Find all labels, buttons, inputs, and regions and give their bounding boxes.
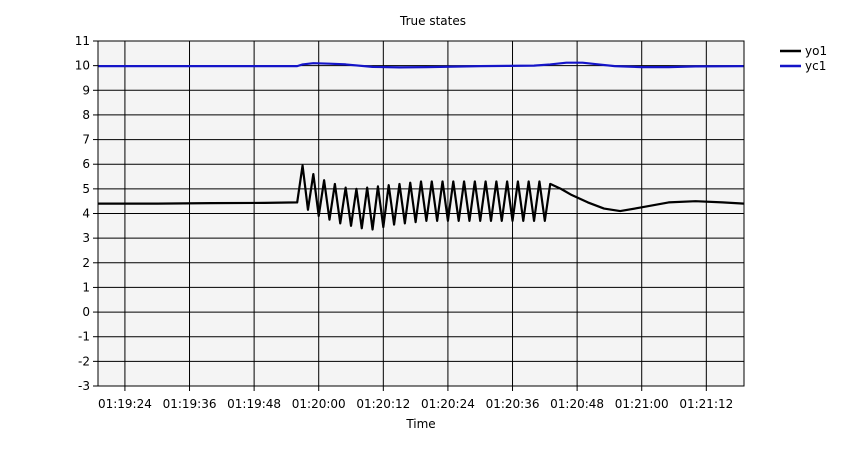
x-tick-label: 01:21:00 [615, 397, 669, 411]
x-axis-label: Time [405, 417, 435, 431]
y-tick-label: 7 [82, 133, 90, 147]
y-tick-label: 3 [82, 231, 90, 245]
series-lines [98, 61, 745, 231]
y-tick-label: 1 [82, 280, 90, 294]
chart-title: True states [399, 14, 466, 28]
y-tick-label: -2 [78, 354, 90, 368]
y-tick-label: 6 [82, 157, 90, 171]
y-tick-label: 9 [82, 83, 90, 97]
legend-label-yo1: yo1 [805, 44, 827, 58]
y-tick-label: -3 [78, 379, 90, 393]
legend: yo1 yc1 [780, 44, 827, 73]
y-tick-label: 11 [75, 34, 90, 48]
y-tick-label: 5 [82, 182, 90, 196]
x-tick-label: 01:20:24 [421, 397, 475, 411]
x-tick-label: 01:19:24 [98, 397, 152, 411]
legend-label-yc1: yc1 [805, 59, 826, 73]
x-tick-label: 01:20:48 [550, 397, 604, 411]
y-tick-label: 4 [82, 207, 90, 221]
x-tick-label: 01:19:36 [163, 397, 217, 411]
y-tick-label: -1 [78, 330, 90, 344]
y-tick-label: 8 [82, 108, 90, 122]
series-line-yo1 [98, 164, 745, 231]
x-axis-ticks: 01:19:24 01:19:36 01:19:48 01:20:00 01:20:12… [98, 386, 733, 411]
y-tick-label: 2 [82, 256, 90, 270]
x-tick-label: 01:21:12 [679, 397, 733, 411]
x-tick-label: 01:20:00 [292, 397, 346, 411]
series-line-yc1 [98, 61, 745, 69]
y-tick-label: 10 [75, 59, 90, 73]
x-tick-label: 01:20:36 [486, 397, 540, 411]
x-tick-label: 01:19:48 [227, 397, 281, 411]
x-tick-label: 01:20:12 [356, 397, 410, 411]
y-tick-label: 0 [82, 305, 90, 319]
